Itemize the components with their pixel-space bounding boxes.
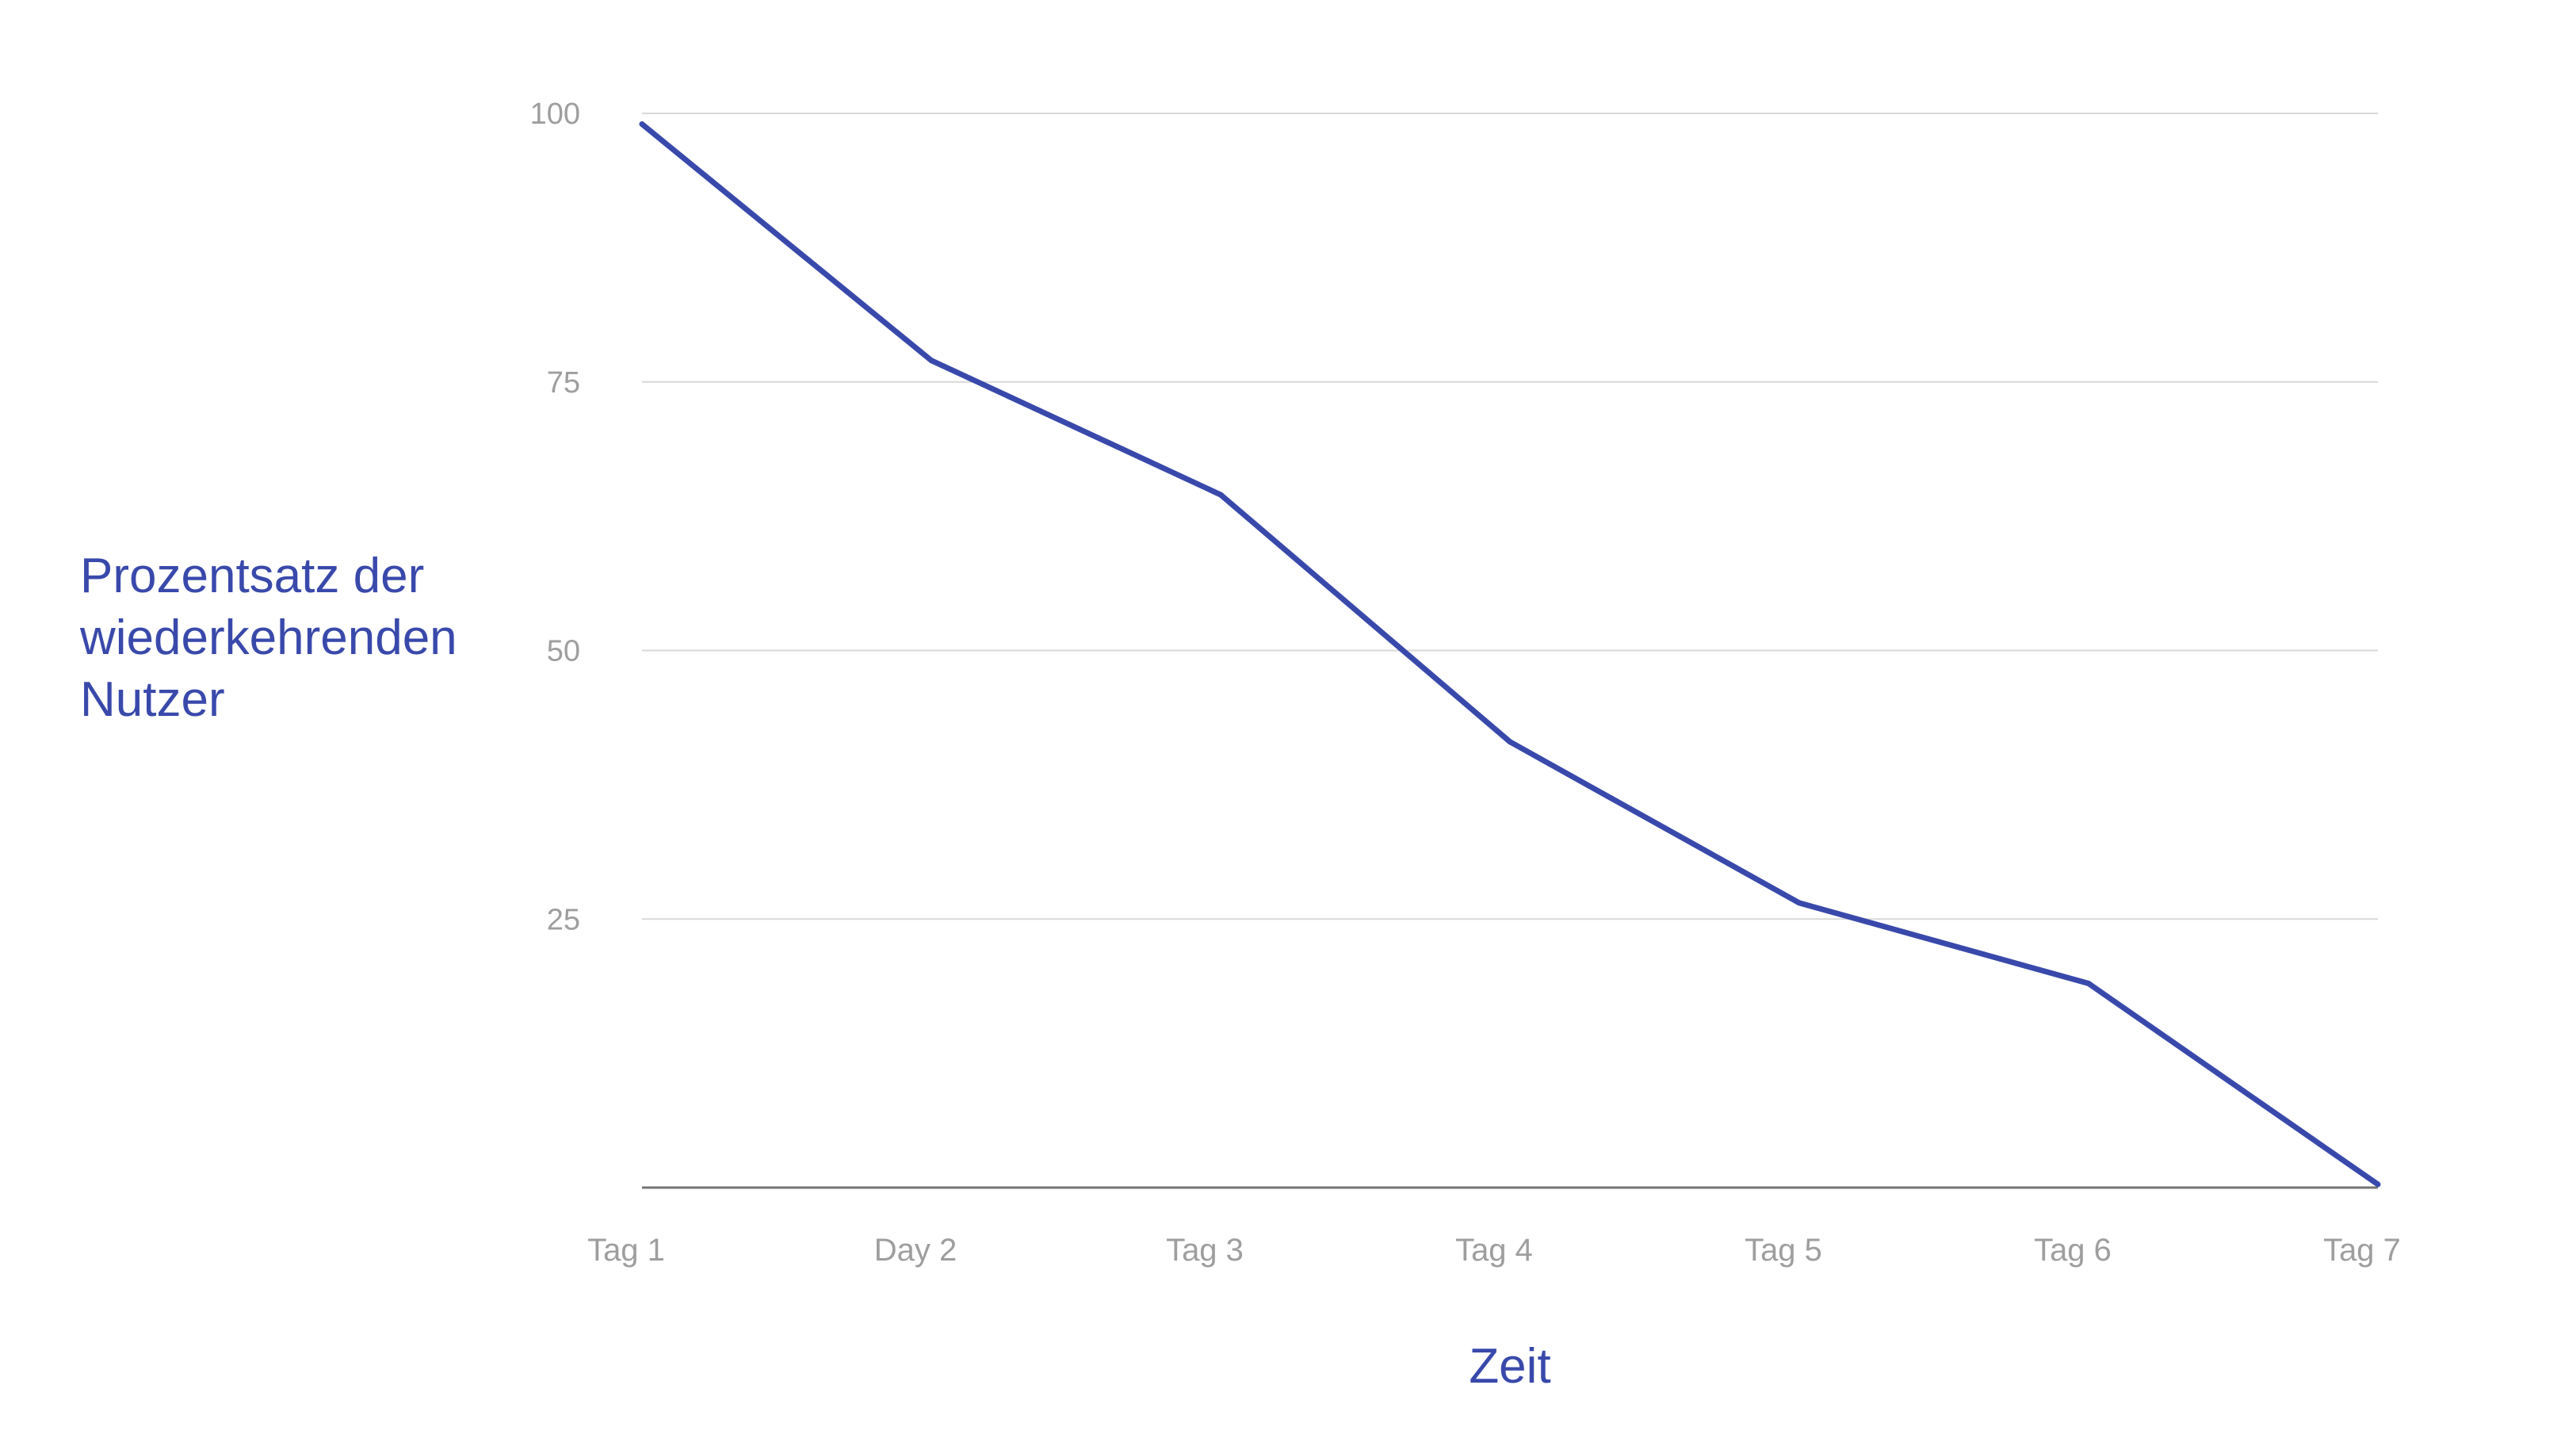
gridlines (642, 113, 2378, 920)
y-axis-title-line-3: Nutzer (80, 672, 225, 727)
x-tick-labels: Tag 1 Day 2 Tag 3 Tag 4 Tag 5 Tag 6 Tag 7 (587, 1233, 2401, 1268)
series-line (639, 121, 2381, 1188)
y-tick-label: 100 (530, 98, 580, 131)
y-tick-label: 50 (547, 635, 580, 668)
y-axis-title-line-2: wiederkehrenden (79, 610, 457, 665)
data-point (2375, 1181, 2381, 1188)
x-tick-label: Tag 4 (1455, 1233, 1533, 1268)
x-axis-title: Zeit (1469, 1339, 1550, 1394)
y-tick-label: 75 (547, 366, 580, 400)
data-point (1796, 900, 1802, 906)
y-tick-label: 25 (547, 903, 580, 936)
x-tick-label: Day 2 (874, 1233, 957, 1268)
data-point (1217, 492, 1224, 498)
data-point (928, 358, 934, 364)
x-tick-label: Tag 5 (1745, 1233, 1822, 1268)
x-tick-label: Tag 3 (1166, 1233, 1244, 1268)
x-tick-label: Tag 7 (2323, 1233, 2401, 1268)
data-point (2085, 981, 2092, 987)
series-layer (639, 121, 2381, 1188)
data-point (1507, 739, 1513, 745)
y-axis-title-line-1: Prozentsatz der (80, 549, 424, 603)
x-tick-label: Tag 1 (587, 1233, 665, 1268)
data-point (639, 121, 645, 128)
y-axis-title: Prozentsatz der wiederkehrenden Nutzer (79, 549, 471, 727)
y-tick-labels: 25 50 75 100 (530, 98, 580, 936)
x-tick-label: Tag 6 (2034, 1233, 2112, 1268)
